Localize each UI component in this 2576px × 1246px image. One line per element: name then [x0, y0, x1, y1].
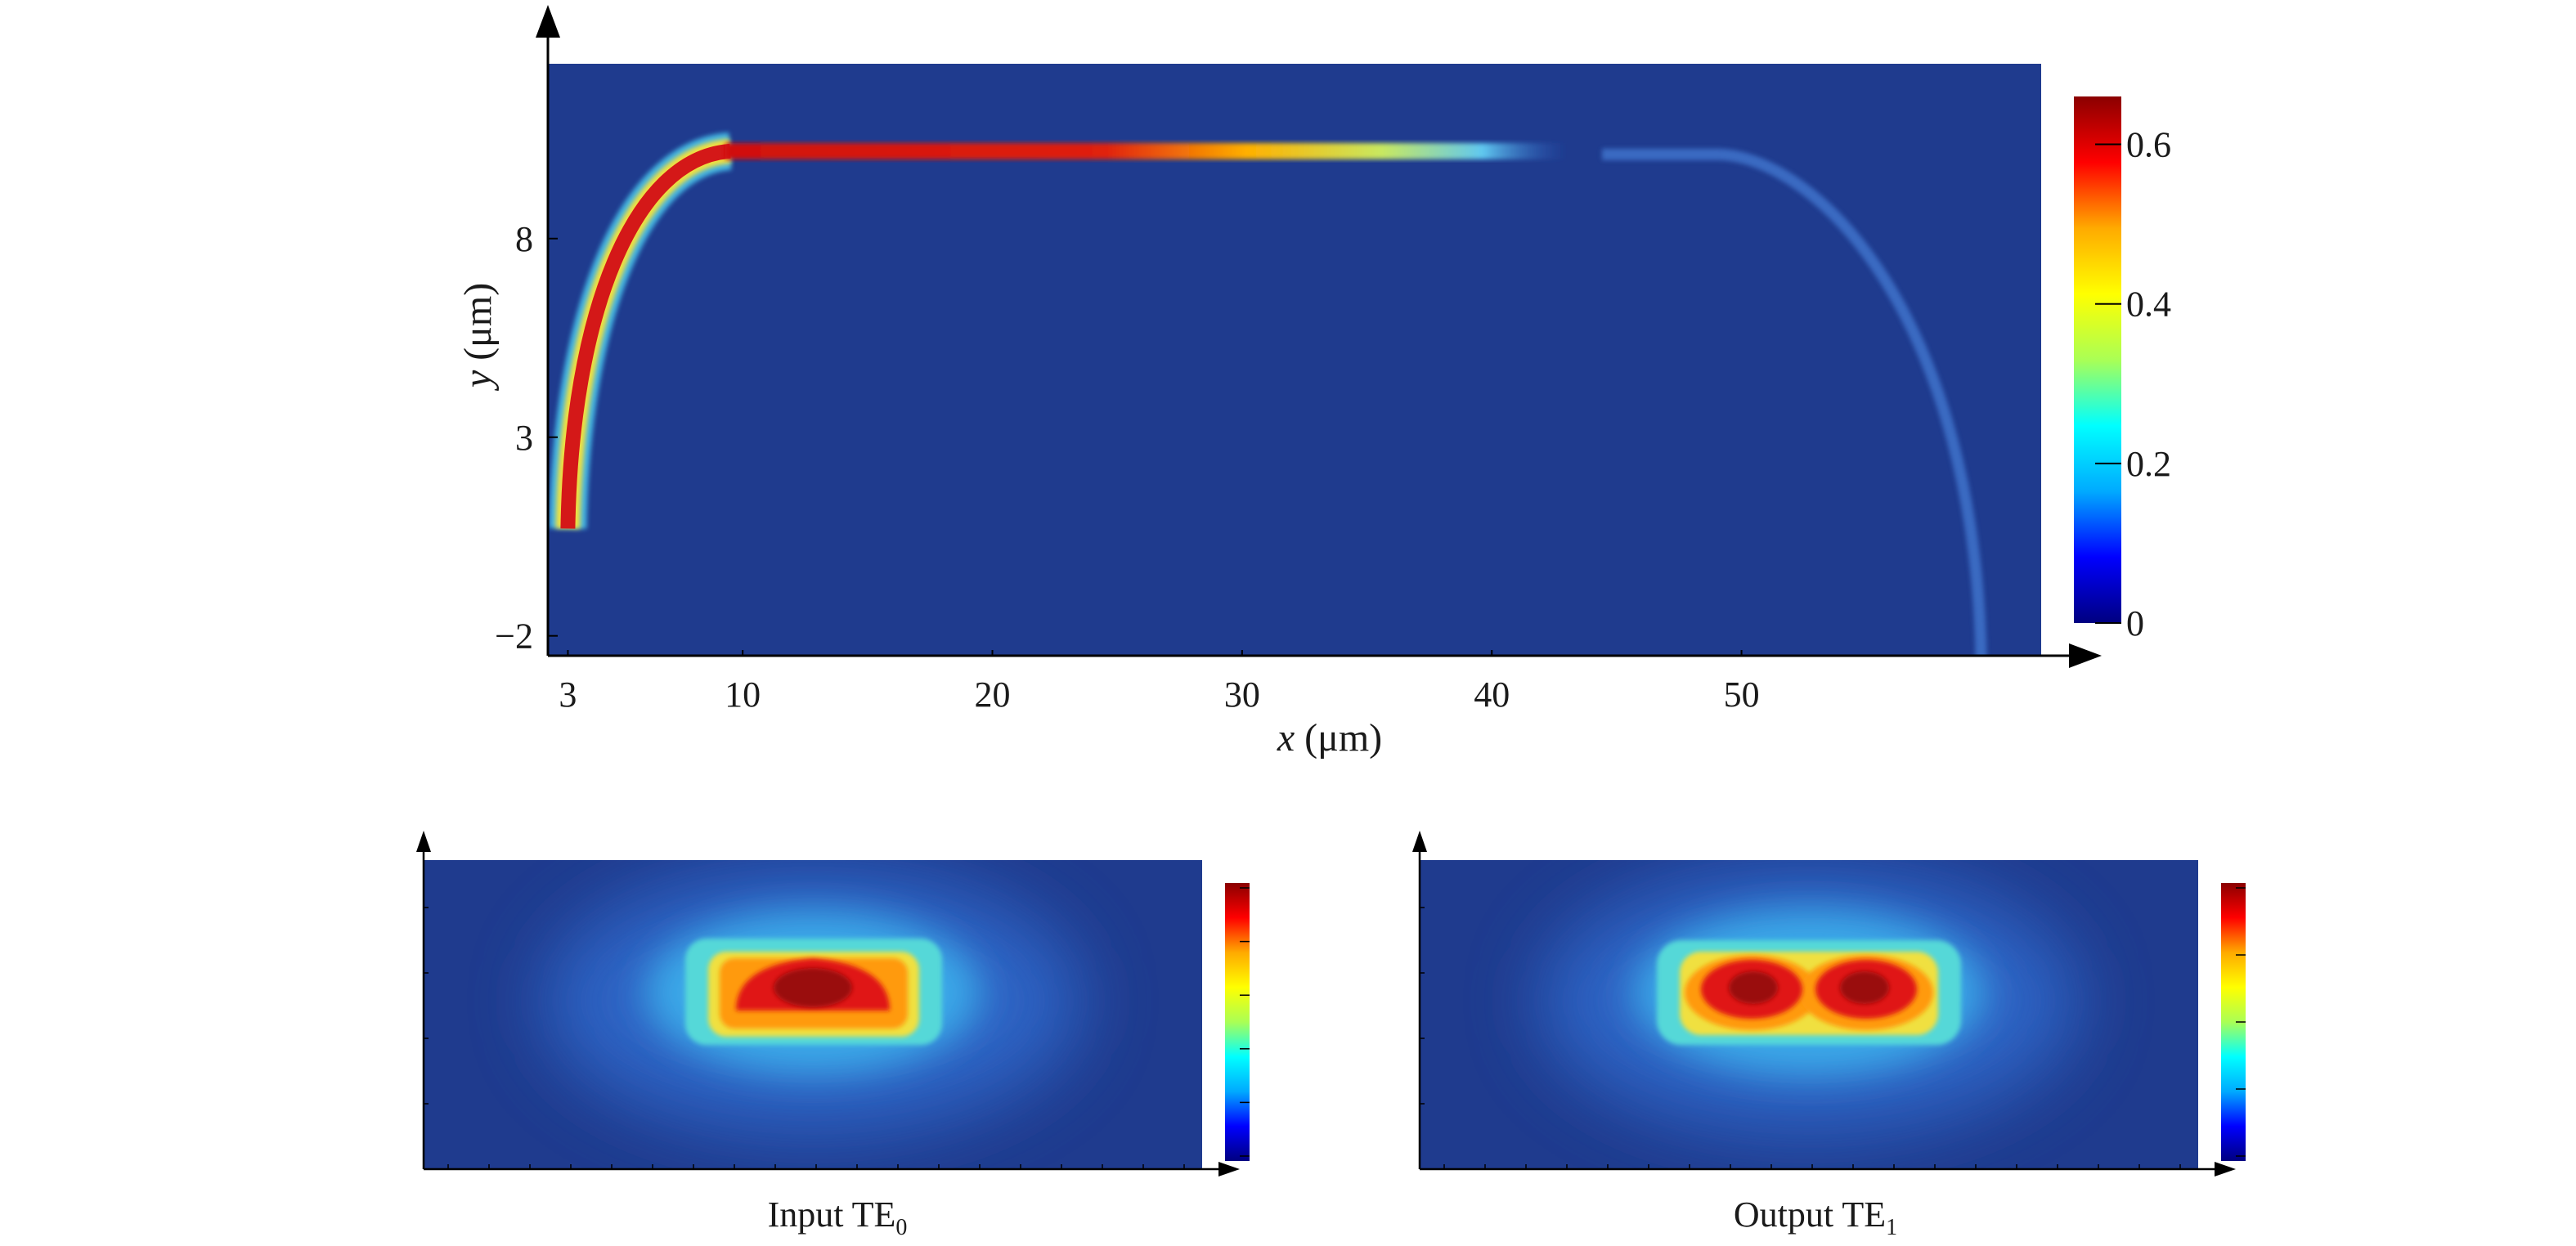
input-colorbar — [1225, 883, 1250, 1161]
x-tick-label: 40 — [1474, 675, 1510, 715]
output-mode-plot: Output TE1 — [1412, 831, 2246, 1240]
output-lobe-right-peak — [1840, 971, 1889, 1004]
y-tick-label: −2 — [495, 616, 533, 657]
input-y-arrow — [416, 831, 431, 852]
x-tick-label: 20 — [975, 675, 1011, 715]
x-tick-label: 50 — [1724, 675, 1760, 715]
input-colorbar-ticks — [1240, 887, 1250, 1157]
x-tick-label: 10 — [725, 675, 761, 715]
y-axis-label: y (μm) — [456, 283, 500, 392]
output-caption: Output TE1 — [1734, 1194, 1897, 1240]
x-tick-labels: 3 10 20 30 40 50 — [559, 650, 1760, 715]
main-colorbar — [2074, 96, 2121, 623]
x-tick-label: 30 — [1224, 675, 1260, 715]
input-mode-peak — [774, 968, 852, 1007]
straight-waveguide-core — [725, 142, 1567, 159]
output-colorbar-ticks — [2236, 887, 2246, 1157]
outer-arc-field — [1602, 148, 1987, 656]
input-x-arrow — [1218, 1162, 1240, 1177]
x-axis-label: x (μm) — [1277, 716, 1382, 760]
y-tick-label: 3 — [515, 418, 533, 458]
colorbar-tick-label: 0 — [2126, 603, 2144, 643]
colorbar-tick-label: 0.2 — [2126, 444, 2171, 484]
main-plot: 3 10 20 30 40 50 −2 3 8 x (μm) y (μm) 0 0.2 0.4 0.… — [456, 5, 2171, 760]
main-field — [549, 69, 2041, 656]
x-tick-label: 3 — [559, 675, 577, 715]
colorbar-tick-labels: 0 0.2 0.4 0.6 — [2095, 125, 2171, 643]
input-caption: Input TE0 — [768, 1194, 908, 1240]
y-tick-label: 8 — [515, 219, 533, 259]
input-mode-plot: Input TE0 — [416, 831, 1250, 1240]
colorbar-tick-label: 0.4 — [2126, 285, 2171, 325]
colorbar-tick-label: 0.6 — [2126, 125, 2171, 165]
output-lobe-left-peak — [1729, 971, 1778, 1004]
output-x-arrow — [2215, 1162, 2236, 1177]
x-axis-arrow — [2069, 643, 2102, 668]
input-waveguide-core — [560, 143, 731, 529]
y-tick-labels: −2 3 8 — [495, 219, 558, 657]
y-axis-arrow — [536, 5, 560, 38]
output-y-arrow — [1412, 831, 1427, 852]
input-axis-ticks — [424, 907, 1185, 1169]
output-axis-ticks — [1420, 907, 2181, 1169]
